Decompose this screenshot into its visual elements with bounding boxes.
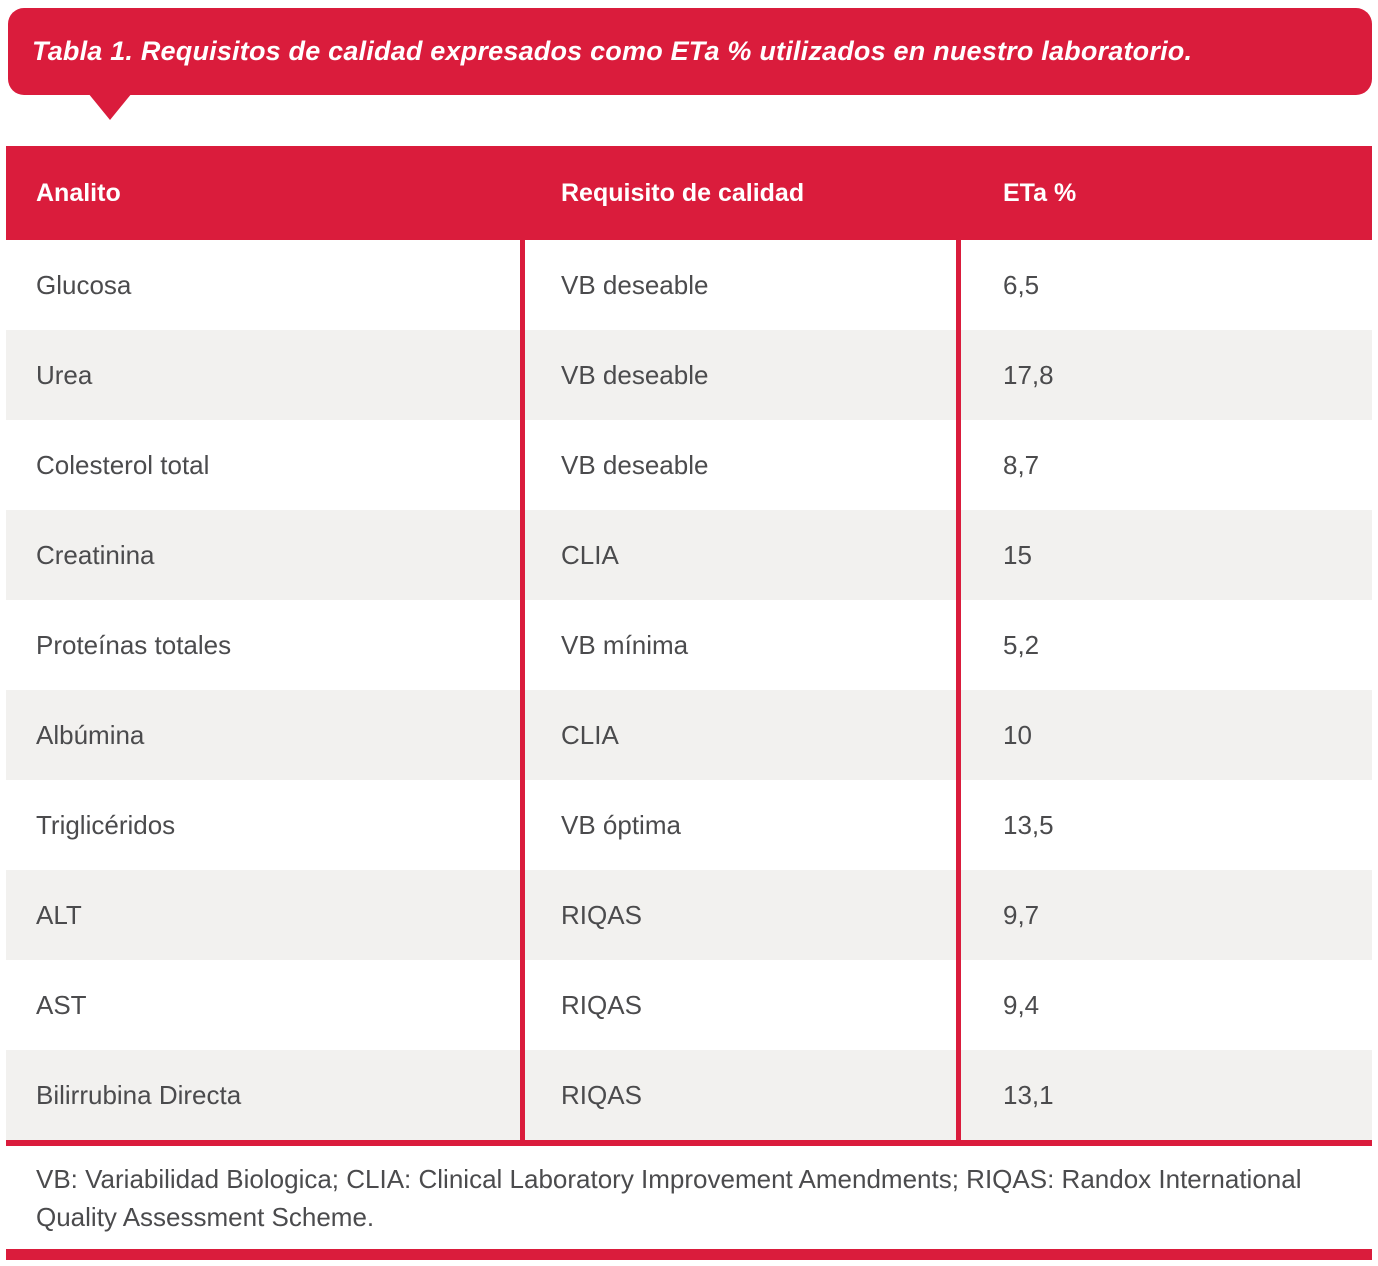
cell-analito: Urea xyxy=(36,359,93,390)
table-row: Proteínas totales VB mínima 5,2 xyxy=(6,600,1372,690)
cell-analito: Proteínas totales xyxy=(36,629,232,660)
cell-requisito: RIQAS xyxy=(520,1050,956,1140)
table-row: ALT RIQAS 9,7 xyxy=(6,870,1372,960)
bottom-accent-bar xyxy=(6,1249,1372,1260)
cell-eta: 13,5 xyxy=(956,780,1372,870)
table-row: Creatinina CLIA 15 xyxy=(6,510,1372,600)
cell-eta: 17,8 xyxy=(956,330,1372,420)
cell-eta: 9,4 xyxy=(956,960,1372,1050)
table-body: Glucosa VB deseable 6,5 Urea VB deseable… xyxy=(6,240,1372,1140)
table-caption-banner: Tabla 1. Requisitos de calidad expresado… xyxy=(8,8,1372,95)
cell-analito: AST xyxy=(36,989,87,1020)
cell-eta: 10 xyxy=(956,690,1372,780)
table-row: Triglicéridos VB óptima 13,5 xyxy=(6,780,1372,870)
cell-analito: Albúmina xyxy=(36,719,145,750)
cell-analito: Triglicéridos xyxy=(36,809,176,840)
table-row: Glucosa VB deseable 6,5 xyxy=(6,240,1372,330)
cell-analito: Colesterol total xyxy=(36,449,210,480)
cell-requisito: VB mínima xyxy=(520,600,956,690)
table-row: Bilirrubina Directa RIQAS 13,1 xyxy=(6,1050,1372,1140)
cell-requisito: VB óptima xyxy=(520,780,956,870)
table-bottom-rule xyxy=(6,1140,1372,1146)
cell-eta: 6,5 xyxy=(956,240,1372,330)
cell-requisito: RIQAS xyxy=(520,960,956,1050)
cell-eta: 15 xyxy=(956,510,1372,600)
cell-eta: 8,7 xyxy=(956,420,1372,510)
table-row: Colesterol total VB deseable 8,7 xyxy=(6,420,1372,510)
cell-eta: 13,1 xyxy=(956,1050,1372,1140)
cell-eta: 5,2 xyxy=(956,600,1372,690)
column-header-analito: Analito xyxy=(36,178,121,207)
cell-requisito: VB deseable xyxy=(520,330,956,420)
column-header-requisito: Requisito de calidad xyxy=(561,178,805,207)
table-header-row: Analito Requisito de calidad ETa % xyxy=(6,146,1372,240)
column-header-eta: ETa % xyxy=(1003,178,1077,207)
callout-tail-pointer xyxy=(88,93,132,120)
cell-analito: Glucosa xyxy=(36,269,132,300)
cell-requisito: RIQAS xyxy=(520,870,956,960)
table-row: AST RIQAS 9,4 xyxy=(6,960,1372,1050)
cell-requisito: CLIA xyxy=(520,510,956,600)
table-caption: Tabla 1. Requisitos de calidad expresado… xyxy=(32,36,1193,66)
cell-analito: Bilirrubina Directa xyxy=(36,1079,242,1110)
cell-requisito: VB deseable xyxy=(520,240,956,330)
cell-analito: Creatinina xyxy=(36,539,155,570)
table-row: Albúmina CLIA 10 xyxy=(6,690,1372,780)
table-row: Urea VB deseable 17,8 xyxy=(6,330,1372,420)
cell-eta: 9,7 xyxy=(956,870,1372,960)
quality-requirements-table: Analito Requisito de calidad ETa % Gluco… xyxy=(6,146,1372,1146)
cell-requisito: CLIA xyxy=(520,690,956,780)
cell-requisito: VB deseable xyxy=(520,420,956,510)
abbreviations-footnote: VB: Variabilidad Biologica; CLIA: Clinic… xyxy=(36,1164,1302,1232)
cell-analito: ALT xyxy=(36,899,82,930)
